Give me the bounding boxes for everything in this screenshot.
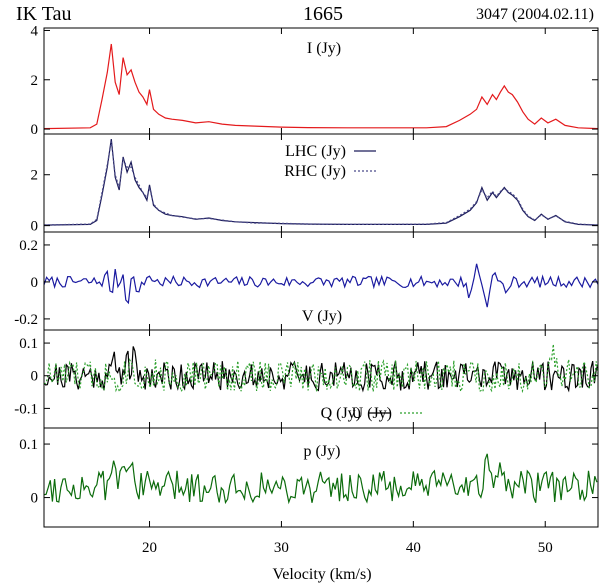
y-tick-label-V-1: 0 — [31, 275, 39, 291]
legend-label-QU-1: U (Jy) — [352, 405, 392, 422]
y-tick-label-p-1: 0.1 — [19, 437, 38, 453]
x-tick-label-3: 50 — [538, 540, 553, 556]
legend-label-I-0: I (Jy) — [307, 40, 341, 57]
y-tick-label-I-1: 2 — [31, 73, 39, 89]
legend-label-QU-0: Q (Jy) — [321, 405, 361, 422]
panel-V: -0.2 0 0.2 V (Jy) — [14, 231, 599, 331]
object-name: IK Tau — [16, 3, 71, 25]
legend-label-LR-1: RHC (Jy) — [284, 163, 346, 180]
y-tick-label-LR-0: 0 — [31, 219, 39, 235]
panel-LR: 0 2 LHC (Jy) RHC (Jy) — [31, 133, 599, 235]
y-tick-label-LR-1: 2 — [31, 168, 39, 184]
legend-label-LR-0: LHC (Jy) — [285, 143, 346, 160]
series-line-LR-1 — [43, 141, 599, 226]
y-tick-label-V-0: -0.2 — [14, 312, 38, 328]
panel-frame-p — [43, 427, 599, 528]
legend-label-p-0: p (Jy) — [304, 443, 341, 460]
legend-label-V-0: V (Jy) — [302, 308, 342, 325]
panel-I: 0 2 4 I (Jy) — [31, 23, 599, 138]
series-line-I-0 — [43, 43, 599, 130]
series-line-V-0 — [43, 263, 599, 308]
series-line-p-0 — [43, 453, 598, 505]
panel-p: 0 0.1 p (Jy) — [19, 427, 599, 528]
frequency-label: 1665 — [303, 3, 343, 25]
x-tick-label-0: 20 — [142, 540, 157, 556]
y-tick-label-I-0: 0 — [31, 122, 39, 138]
y-tick-label-QU-2: 0.1 — [19, 336, 38, 352]
y-tick-label-p-0: 0 — [31, 491, 39, 507]
series-line-QU-1 — [43, 344, 599, 394]
x-tick-label-1: 30 — [274, 540, 289, 556]
observation-label: 3047 (2004.02.11) — [476, 6, 594, 23]
y-tick-label-V-2: 0.2 — [19, 238, 38, 254]
y-tick-label-QU-1: 0 — [31, 369, 39, 385]
panels: 0 2 4 I (Jy) 0 2 LHC (Jy) RHC (Jy) -0.2 0 0.2 V (Jy… — [14, 23, 599, 556]
panel-QU: -0.1 0 0.1 Q (Jy)U (Jy) — [14, 329, 599, 429]
series-line-LR-0 — [43, 139, 599, 226]
y-tick-label-I-2: 4 — [31, 23, 39, 39]
x-tick-label-2: 40 — [406, 540, 421, 556]
y-tick-label-QU-0: -0.1 — [14, 401, 38, 417]
x-axis-label: Velocity (km/s) — [272, 566, 371, 583]
series-line-QU-0 — [43, 346, 599, 393]
